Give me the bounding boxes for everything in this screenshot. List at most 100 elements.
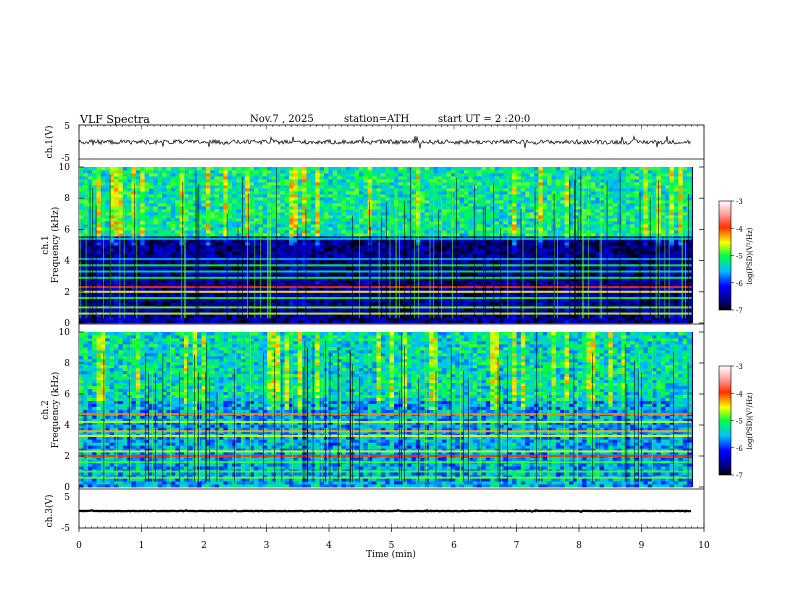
spectrogram-cell bbox=[232, 236, 237, 240]
spectrogram-cell bbox=[446, 209, 452, 213]
spectrogram-cell bbox=[118, 266, 124, 270]
spectrogram-cell bbox=[297, 194, 303, 198]
spectrogram-cell bbox=[372, 317, 377, 321]
spectrogram-cell bbox=[227, 251, 233, 255]
spectrogram-cell bbox=[79, 260, 84, 264]
spectrogram-cell bbox=[310, 284, 316, 288]
spectrogram-cell bbox=[262, 212, 268, 216]
spectrogram-cell bbox=[127, 308, 132, 312]
spectrogram-cell bbox=[363, 176, 369, 180]
spectrogram-cell bbox=[485, 308, 491, 312]
spectrogram-cell bbox=[149, 293, 154, 297]
spectrogram-cell bbox=[131, 221, 137, 225]
spectrogram-cell bbox=[79, 317, 84, 321]
spectrogram-cell bbox=[297, 182, 303, 186]
spectrogram-cell bbox=[472, 302, 478, 306]
spectrogram-cell bbox=[219, 281, 224, 285]
spectrogram-cell bbox=[131, 275, 137, 279]
spectrogram-cell bbox=[380, 194, 386, 198]
spectrogram-cell bbox=[446, 245, 452, 249]
spectrogram-cell bbox=[149, 188, 154, 192]
spectrogram-cell bbox=[267, 215, 272, 219]
spectrogram-cell bbox=[389, 275, 395, 279]
spectrogram-cell bbox=[153, 284, 159, 288]
spectrogram-cell bbox=[166, 317, 172, 321]
spectrogram-cell bbox=[398, 176, 404, 180]
spectrogram-cell bbox=[455, 248, 461, 252]
spectrogram-cell bbox=[100, 260, 106, 264]
spectrogram-cell bbox=[437, 266, 443, 270]
spectrogram-cell bbox=[450, 233, 456, 237]
spectrogram-cell bbox=[420, 281, 426, 285]
spectrogram-cell bbox=[240, 281, 246, 285]
spectrogram-cell bbox=[398, 293, 404, 297]
spectrogram-cell bbox=[319, 278, 325, 282]
spectrogram-cell bbox=[87, 170, 93, 174]
spectrogram-cell bbox=[389, 266, 395, 270]
spectrogram-cell bbox=[341, 317, 347, 321]
spectrogram-cell bbox=[127, 281, 132, 285]
spectrogram-cell bbox=[157, 281, 163, 285]
spectrogram-cell bbox=[433, 191, 439, 195]
spectrogram-cell bbox=[293, 167, 299, 171]
spectrogram-cell bbox=[179, 176, 185, 180]
spectrogram-cell bbox=[372, 197, 377, 201]
spectrogram-cell bbox=[464, 260, 469, 264]
spectrogram-cell bbox=[437, 215, 443, 219]
spectrogram-cell bbox=[144, 287, 150, 291]
spectrogram-cell bbox=[477, 179, 482, 183]
spectrogram-cell bbox=[127, 194, 132, 198]
spectrogram-cell bbox=[328, 299, 334, 303]
spectrogram-cell bbox=[170, 206, 176, 210]
spectrogram-cell bbox=[127, 185, 132, 189]
spectrogram-cell bbox=[459, 284, 465, 288]
spectrogram-cell bbox=[477, 260, 482, 264]
spectrogram-cell bbox=[205, 317, 211, 321]
spectrogram-cell bbox=[341, 245, 347, 249]
spectrogram-cell bbox=[398, 197, 404, 201]
spectrogram-cell bbox=[214, 317, 220, 321]
spectrogram-cell bbox=[297, 272, 303, 276]
spectrogram-cell bbox=[293, 260, 299, 264]
spectrogram-cell bbox=[105, 302, 111, 306]
spectrogram-cell bbox=[289, 320, 294, 324]
spectrogram-cell bbox=[79, 194, 84, 198]
spectrogram-cell bbox=[210, 212, 216, 216]
spectrogram-cell bbox=[131, 281, 137, 285]
spectrogram-cell bbox=[389, 320, 395, 324]
spectrogram-cell bbox=[175, 179, 181, 183]
spectrogram-cell bbox=[157, 245, 163, 249]
spectrogram-cell bbox=[267, 173, 272, 177]
spectrogram-cell bbox=[477, 317, 482, 321]
spectrogram-cell bbox=[79, 239, 84, 243]
spectrogram-cell bbox=[464, 236, 469, 240]
spectrogram-cell bbox=[131, 260, 137, 264]
spectrogram-cell bbox=[79, 206, 84, 210]
spectrogram-cell bbox=[275, 218, 281, 222]
spectrogram-cell bbox=[100, 251, 106, 255]
spectrogram-cell bbox=[328, 215, 334, 219]
spectrogram-cell bbox=[100, 317, 106, 321]
spectrogram-cell bbox=[162, 233, 167, 237]
spectrogram-cell bbox=[153, 218, 159, 222]
spectrogram-cell bbox=[284, 167, 290, 171]
spectrogram-cell bbox=[455, 242, 461, 246]
spectrogram-cell bbox=[214, 251, 220, 255]
spectrogram-cell bbox=[214, 227, 220, 231]
spectrogram-cell bbox=[267, 320, 272, 324]
spectrogram-cell bbox=[100, 206, 106, 210]
spectrogram-cell bbox=[240, 218, 246, 222]
spectrogram-cell bbox=[149, 320, 154, 324]
spectrogram-cell bbox=[267, 287, 272, 291]
spectrogram-cell bbox=[306, 299, 312, 303]
spectrogram-cell bbox=[109, 224, 115, 228]
spectrogram-cell bbox=[472, 287, 478, 291]
spectrogram-cell bbox=[363, 167, 369, 171]
spectrogram-cell bbox=[442, 236, 447, 240]
spectrogram-cell bbox=[328, 227, 334, 231]
spectrogram-cell bbox=[179, 203, 185, 207]
spectrogram-cell bbox=[109, 173, 115, 177]
spectrogram-cell bbox=[284, 284, 290, 288]
spectrogram-cell bbox=[442, 266, 447, 270]
spectrogram-cell bbox=[197, 320, 202, 324]
